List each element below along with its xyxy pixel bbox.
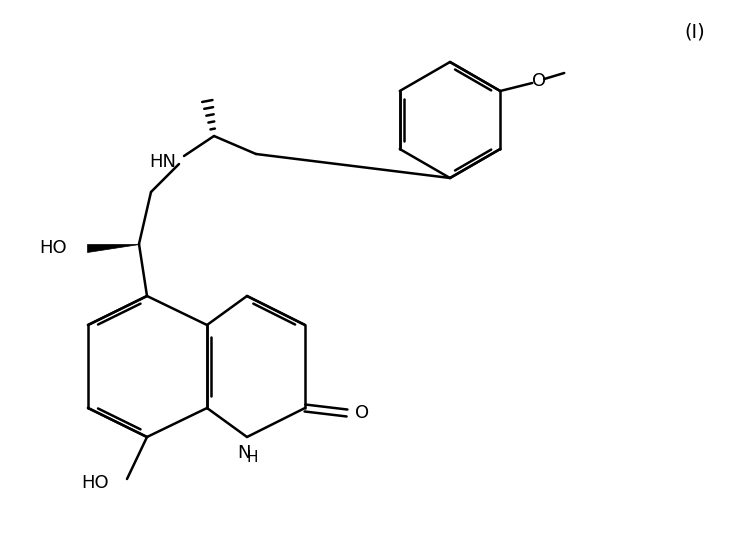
Text: (I): (I) (685, 22, 705, 41)
Text: HN: HN (149, 153, 176, 171)
Text: O: O (355, 404, 369, 422)
Text: N: N (237, 444, 250, 462)
Text: H: H (246, 450, 258, 464)
Polygon shape (87, 244, 139, 252)
Text: O: O (532, 72, 546, 90)
Text: HO: HO (39, 239, 67, 257)
Text: HO: HO (82, 474, 109, 492)
